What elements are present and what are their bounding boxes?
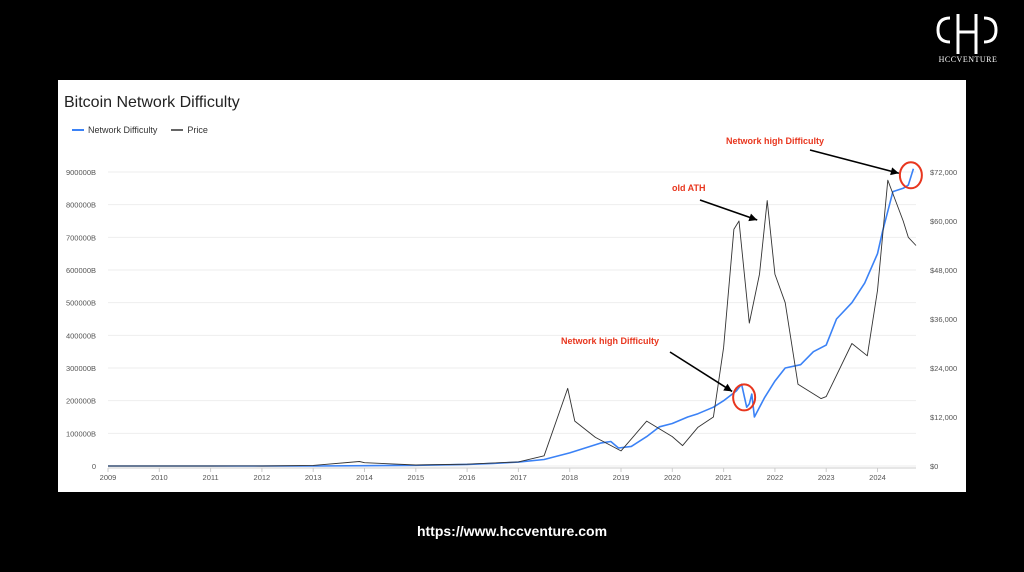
x-tick-label: 2019 — [613, 473, 630, 482]
x-tick-label: 2012 — [254, 473, 271, 482]
annotation-circle-2021 — [732, 383, 757, 412]
series-line-price — [108, 179, 917, 467]
annotation-arrow-2024-head — [890, 167, 899, 176]
annotation-arrow-2024-shaft — [809, 149, 900, 175]
x-tick-label: 2022 — [767, 473, 784, 482]
x-tick-label: 2015 — [407, 473, 424, 482]
x-tick-label: 2024 — [869, 473, 886, 482]
annotation-label-network-high-2024: Network high Difficulty — [726, 136, 824, 146]
legend-swatch-difficulty — [72, 129, 84, 131]
chart-panel: 0 100000B 200000B 300000B 400000B 500000B 6000… — [58, 80, 966, 492]
annotation-circle-2024 — [898, 161, 923, 190]
y-left-tick-label: 800000B — [66, 201, 96, 210]
legend-item-difficulty[interactable]: Network Difficulty — [72, 125, 157, 135]
annotation-arrow-old-ath-shaft — [699, 199, 758, 221]
annotation-label-network-high-2021: Network high Difficulty — [561, 336, 659, 346]
y-left-tick-label: 0 — [92, 462, 96, 471]
y-right-tick-label: $12,000 — [930, 413, 957, 422]
chart-legend: Network Difficulty Price — [72, 125, 208, 135]
y-left-tick-label: 500000B — [66, 299, 96, 308]
x-tick-label: 2018 — [561, 473, 578, 482]
legend-item-price[interactable]: Price — [171, 125, 208, 135]
x-tick-label: 2013 — [305, 473, 322, 482]
legend-label-difficulty: Network Difficulty — [88, 125, 158, 135]
x-tick-label: 2010 — [151, 473, 168, 482]
annotation-label-old-ath: old ATH — [672, 183, 706, 193]
y-left-tick-label: 600000B — [66, 266, 96, 275]
hccventure-logo-icon — [936, 14, 998, 54]
y-left-tick-label: 300000B — [66, 364, 96, 373]
x-tick-label: 2011 — [203, 473, 219, 482]
y-right-tick-label: $36,000 — [930, 315, 957, 324]
annotation-arrow-2021-shaft — [669, 351, 733, 393]
y-right-tick-label: $60,000 — [930, 217, 957, 226]
y-left-tick-label: 200000B — [66, 397, 96, 406]
x-tick-label: 2023 — [818, 473, 835, 482]
y-left-tick-label: 100000B — [66, 429, 96, 438]
y-right-tick-label: $0 — [930, 462, 938, 471]
x-tick-label: 2017 — [510, 473, 527, 482]
chart-svg: 0 100000B 200000B 300000B 400000B 500000B 6000… — [66, 136, 957, 482]
x-tick-label: 2009 — [100, 473, 117, 482]
y-left-tick-label: 700000B — [66, 233, 96, 242]
x-tick-label: 2021 — [715, 473, 732, 482]
x-tick-label: 2014 — [356, 473, 373, 482]
y-left-tick-label: 400000B — [66, 331, 96, 340]
chart-title: Bitcoin Network Difficulty — [64, 94, 240, 111]
y-right-tick-label: $72,000 — [930, 168, 957, 177]
annotation-arrow-2021-head — [723, 383, 733, 392]
y-right-tick-label: $24,000 — [930, 364, 957, 373]
legend-swatch-price — [171, 129, 184, 131]
brand-logo-text: HCCVENTURE — [938, 55, 998, 64]
series-line-network-difficulty — [108, 168, 915, 467]
footer-url-link[interactable]: https://www.hccventure.com — [416, 523, 608, 539]
x-tick-label: 2020 — [664, 473, 681, 482]
x-tick-label: 2016 — [459, 473, 476, 482]
annotation-arrow-old-ath-head — [748, 213, 758, 222]
y-left-tick-label: 900000B — [66, 168, 96, 177]
legend-label-price: Price — [187, 125, 208, 135]
y-right-tick-label: $48,000 — [930, 266, 957, 275]
